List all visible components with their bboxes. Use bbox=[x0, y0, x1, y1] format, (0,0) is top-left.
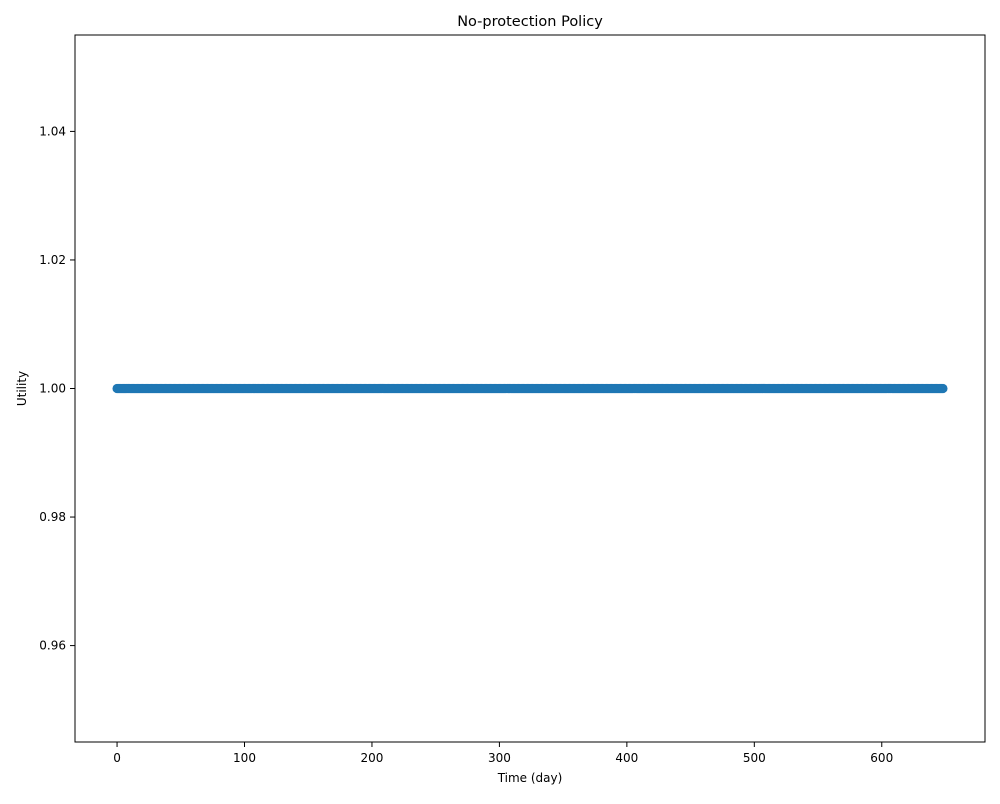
y-tick-label: 0.98 bbox=[39, 510, 66, 524]
y-axis-label: Utility bbox=[15, 371, 29, 406]
x-tick-label: 0 bbox=[113, 751, 121, 765]
x-tick-label: 200 bbox=[361, 751, 384, 765]
x-tick-label: 100 bbox=[233, 751, 256, 765]
y-tick-label: 1.00 bbox=[39, 382, 66, 396]
y-tick-label: 1.04 bbox=[39, 124, 66, 138]
data-point bbox=[938, 383, 948, 394]
x-tick-label: 400 bbox=[615, 751, 638, 765]
data-points bbox=[112, 383, 948, 394]
x-tick-label: 300 bbox=[488, 751, 511, 765]
y-axis-ticks: 0.96 0.98 1.00 1.02 1.04 bbox=[39, 124, 75, 653]
x-axis-label: Time (day) bbox=[497, 771, 563, 785]
x-tick-label: 500 bbox=[743, 751, 766, 765]
x-tick-label: 600 bbox=[870, 751, 893, 765]
x-axis-ticks: 0 100 200 300 400 500 600 bbox=[113, 742, 893, 765]
y-tick-label: 0.96 bbox=[39, 639, 66, 653]
chart-title: No-protection Policy bbox=[457, 14, 603, 30]
y-tick-label: 1.02 bbox=[39, 253, 66, 267]
